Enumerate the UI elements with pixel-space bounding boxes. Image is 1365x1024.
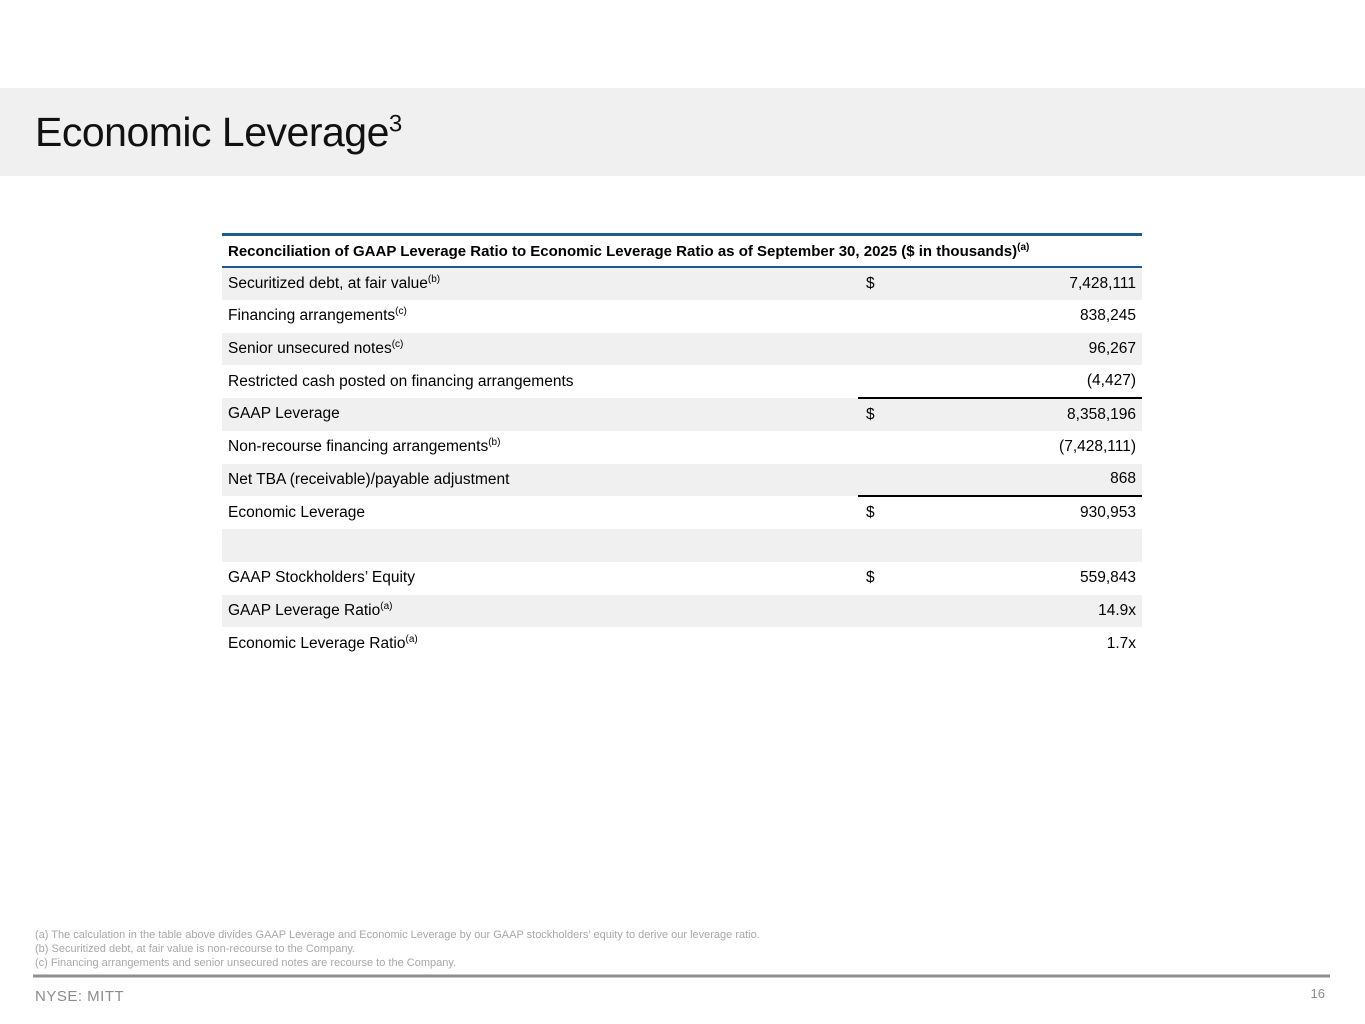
row-label: Net TBA (receivable)/payable adjustment bbox=[228, 470, 510, 488]
row-label: GAAP Leverage Ratio(a) bbox=[228, 600, 393, 619]
title-banner: Economic Leverage3 bbox=[0, 88, 1365, 176]
row-value: 96,267 bbox=[1088, 339, 1137, 357]
table-row: Net TBA (receivable)/payable adjustment 8… bbox=[222, 463, 1143, 498]
table-body: Securitized debt, at fair value(b) $7,428… bbox=[222, 267, 1143, 660]
row-dollar-sign bbox=[858, 365, 905, 399]
row-label-superscript: (c) bbox=[391, 338, 404, 350]
table-row: Securitized debt, at fair value(b) $7,428… bbox=[222, 267, 1143, 300]
row-dollar-sign: $ bbox=[866, 504, 875, 522]
row-value: 559,843 bbox=[1079, 569, 1137, 587]
page-number: 16 bbox=[1310, 986, 1325, 1001]
reconciliation-table: Reconciliation of GAAP Leverage Ratio to… bbox=[222, 233, 1143, 660]
row-dollar-sign bbox=[858, 627, 905, 660]
row-label-superscript: (b) bbox=[488, 436, 501, 448]
table-row: Restricted cash posted on financing arra… bbox=[222, 365, 1143, 399]
row-label: Financing arrangements(c) bbox=[228, 305, 407, 325]
table-row: GAAP Stockholders’ Equity $559,843 bbox=[222, 562, 1142, 595]
row-value bbox=[905, 529, 1142, 562]
page-title-superscript: 3 bbox=[388, 109, 402, 137]
row-dollar-sign: $ bbox=[866, 405, 875, 423]
row-label: Restricted cash posted on financing arra… bbox=[228, 372, 574, 390]
row-dollar-sign bbox=[858, 529, 905, 562]
row-label: Securitized debt, at fair value(b) bbox=[228, 273, 441, 292]
footnote-c: (c) Financing arrangements and senior un… bbox=[35, 957, 457, 969]
row-dollar-sign bbox=[858, 431, 905, 464]
row-label: Economic Leverage bbox=[228, 503, 365, 521]
row-value: (7,428,111) bbox=[1059, 438, 1137, 456]
table-header-superscript: (a) bbox=[1017, 242, 1030, 253]
row-label: Senior unsecured notes(c) bbox=[228, 338, 404, 357]
row-value: 868 bbox=[905, 463, 1143, 498]
row-value: 1.7x bbox=[1106, 634, 1137, 652]
row-dollar-sign bbox=[858, 595, 905, 628]
row-value: 8,358,196 bbox=[1067, 405, 1137, 423]
footnotes: (a) The calculation in the table above d… bbox=[35, 928, 760, 970]
reconciliation-table-container: Reconciliation of GAAP Leverage Ratio to… bbox=[222, 233, 1143, 660]
row-label-superscript: (c) bbox=[395, 305, 407, 317]
row-label: GAAP Leverage bbox=[228, 405, 340, 423]
table-row: Non-recourse financing arrangements(b) (7… bbox=[222, 431, 1142, 464]
table-header-text: Reconciliation of GAAP Leverage Ratio to… bbox=[228, 243, 1018, 260]
row-dollar-sign bbox=[858, 463, 905, 498]
table-header-title: Reconciliation of GAAP Leverage Ratio to… bbox=[222, 234, 1143, 268]
row-label-superscript: (a) bbox=[405, 633, 418, 645]
footer-ticker: NYSE: MITT bbox=[35, 988, 125, 1005]
row-dollar-sign: $ bbox=[866, 274, 875, 292]
row-dollar-sign bbox=[858, 300, 905, 333]
page-title-text: Economic Leverage bbox=[35, 108, 389, 155]
table-row: Financing arrangements(c) 838,245 bbox=[222, 300, 1142, 333]
page-title: Economic Leverage3 bbox=[35, 109, 402, 156]
row-value: 7,428,111 bbox=[1069, 274, 1137, 292]
row-dollar-sign bbox=[858, 333, 905, 366]
table-row bbox=[222, 529, 1143, 562]
row-label: Economic Leverage Ratio(a) bbox=[228, 633, 418, 652]
table-row: Economic Leverage $930,953 bbox=[222, 496, 1142, 529]
table-row: Economic Leverage Ratio(a) 1.7x bbox=[222, 627, 1142, 660]
footnote-b: (b) Securitized debt, at fair value is n… bbox=[35, 943, 356, 955]
table-row: GAAP Leverage $8,358,196 bbox=[222, 398, 1143, 431]
row-label bbox=[222, 529, 858, 562]
row-value: 930,953 bbox=[1079, 504, 1137, 522]
row-label: Non-recourse financing arrangements(b) bbox=[228, 436, 501, 456]
row-value: 838,245 bbox=[1079, 307, 1137, 325]
row-label: GAAP Stockholders’ Equity bbox=[228, 569, 415, 587]
table-header-row: Reconciliation of GAAP Leverage Ratio to… bbox=[222, 234, 1143, 268]
table-row: Senior unsecured notes(c) 96,267 bbox=[222, 332, 1143, 366]
footnote-a: (a) The calculation in the table above d… bbox=[35, 929, 760, 941]
row-label-superscript: (b) bbox=[427, 273, 441, 285]
row-label-superscript: (a) bbox=[380, 600, 393, 612]
row-dollar-sign: $ bbox=[866, 569, 875, 587]
row-value: 14.9x bbox=[1098, 601, 1137, 619]
row-value: (4,427) bbox=[905, 365, 1143, 399]
table-row: GAAP Leverage Ratio(a) 14.9x bbox=[222, 594, 1143, 628]
footer-divider bbox=[33, 974, 1330, 978]
